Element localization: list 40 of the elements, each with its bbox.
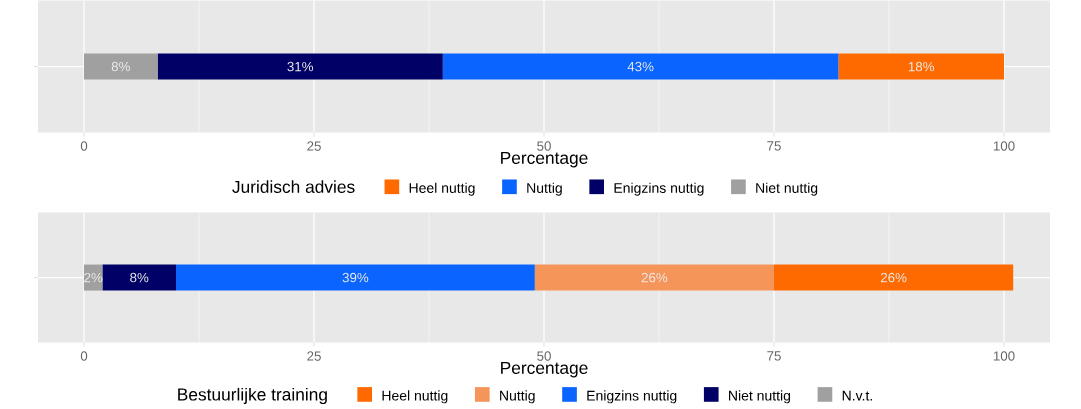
x-axis-title: Percentage: [501, 152, 588, 168]
legend-label: Enigzins nuttig: [614, 182, 704, 196]
x-axis-title: Percentage: [501, 362, 588, 378]
data-label: 2%: [84, 273, 103, 283]
data-label: 26%: [880, 273, 907, 283]
data-label: 8%: [130, 273, 149, 283]
legend-label: N.v.t.: [842, 391, 872, 401]
x-tick-label: 0: [80, 141, 88, 151]
bar: [442, 53, 839, 80]
x-tick-label: 100: [993, 141, 1015, 151]
legend-title: Juridisch advies: [232, 180, 355, 194]
bar: [176, 264, 535, 291]
data-label: 8%: [111, 62, 130, 72]
x-tick-label: 100: [993, 351, 1015, 361]
bar: [102, 264, 177, 291]
bar: [84, 53, 158, 80]
data-label: 43%: [627, 62, 654, 72]
legend-title: Bestuurlijke training: [178, 388, 327, 405]
legend-label: Heel nuttig: [382, 390, 448, 404]
x-tick-label: 75: [767, 141, 781, 151]
data-label: 31%: [287, 62, 314, 72]
legend-label: Niet nuttig: [729, 390, 791, 404]
x-tick-label: 25: [307, 141, 321, 151]
x-tick-label: 25: [307, 351, 321, 361]
x-tick-label: 75: [767, 351, 781, 361]
bar: [774, 264, 1014, 291]
legend-label: Niet nuttig: [756, 182, 818, 196]
legend-label: Nuttig: [500, 390, 535, 404]
bar: [534, 264, 774, 291]
legend-label: Nuttig: [527, 182, 562, 196]
legend-label: Heel nuttig: [409, 182, 475, 196]
x-tick-label: 50: [537, 351, 551, 361]
x-tick-label: 50: [537, 141, 551, 151]
data-label: 39%: [342, 273, 369, 283]
x-tick-label: 0: [80, 351, 88, 361]
legend-label: Enigzins nuttig: [587, 390, 677, 404]
data-label: 18%: [908, 62, 935, 72]
data-label: 26%: [641, 273, 668, 283]
bar: [838, 53, 1004, 80]
bar: [157, 53, 443, 80]
